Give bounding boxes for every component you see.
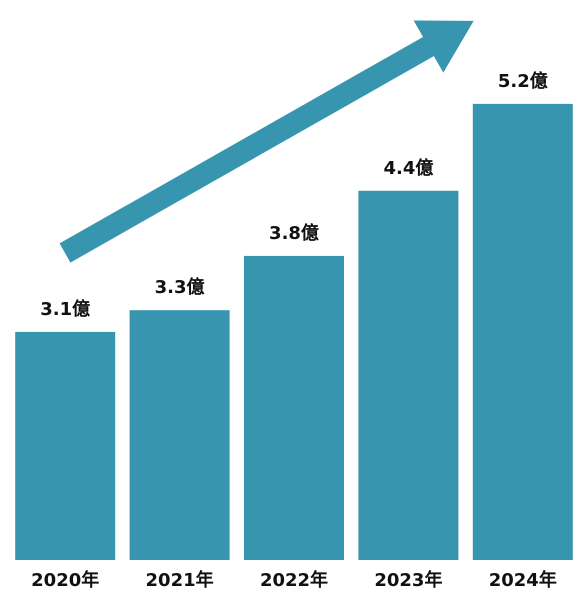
bar	[129, 310, 230, 560]
x-tick-label: 2023年	[374, 569, 442, 591]
bar	[358, 190, 459, 560]
value-label: 3.3億	[155, 276, 205, 298]
value-label: 4.4億	[383, 157, 433, 179]
bar	[472, 103, 573, 560]
value-label: 5.2億	[498, 70, 548, 92]
x-tick-label: 2024年	[489, 569, 557, 591]
bar	[244, 255, 344, 561]
value-label: 3.1億	[40, 298, 90, 320]
bar	[15, 331, 116, 560]
trend-arrow	[59, 20, 474, 263]
value-label: 3.8億	[269, 222, 319, 244]
x-tick-label: 2020年	[31, 569, 99, 591]
x-tick-label: 2022年	[260, 569, 328, 591]
x-tick-label: 2021年	[146, 569, 214, 591]
arrow-shape	[59, 20, 474, 263]
